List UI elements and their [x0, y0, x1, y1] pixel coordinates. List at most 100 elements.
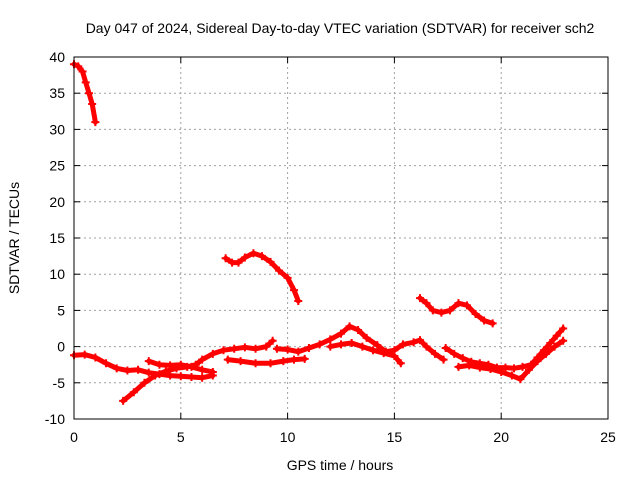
series-arc-5	[119, 336, 277, 405]
series-line	[417, 295, 496, 326]
chart-title: Day 047 of 2024, Sidereal Day-to-day VTE…	[86, 20, 595, 36]
series-line	[274, 323, 446, 363]
data-point-plus-marker	[337, 329, 345, 338]
y-tick-label: 40	[49, 49, 65, 65]
data-point-plus-marker	[129, 388, 138, 397]
y-tick-label: 25	[49, 158, 65, 174]
data-point-plus-marker	[262, 342, 271, 351]
data-point-plus-marker	[275, 266, 284, 275]
data-point-plus-marker	[84, 89, 93, 98]
data-point-plus-marker	[187, 373, 196, 382]
data-point-plus-marker	[198, 365, 207, 374]
x-tick-label: 25	[600, 429, 616, 445]
series-arc-7	[223, 354, 309, 368]
series-layer	[70, 60, 568, 405]
data-point-plus-marker	[266, 359, 275, 368]
data-point-plus-marker	[221, 254, 230, 263]
data-point-plus-marker	[304, 344, 313, 353]
data-point-plus-marker	[369, 346, 378, 355]
data-point-plus-marker	[187, 362, 196, 371]
series-line	[120, 338, 276, 404]
data-point-plus-marker	[437, 308, 446, 317]
y-axis-title: SDTVAR / TECUs	[6, 182, 22, 294]
data-point-plus-marker	[91, 118, 100, 127]
data-point-plus-marker	[240, 253, 249, 262]
data-point-plus-marker	[475, 363, 484, 372]
data-point-plus-marker	[347, 338, 356, 347]
data-point-plus-marker	[198, 355, 207, 364]
data-point-plus-marker	[326, 342, 335, 351]
grid-layer	[74, 57, 608, 419]
series-arc-6	[144, 357, 217, 376]
data-point-plus-marker	[176, 372, 185, 381]
data-point-plus-marker	[74, 62, 83, 71]
data-point-plus-marker	[176, 360, 185, 369]
data-point-plus-marker	[428, 306, 437, 315]
y-tick-label: 20	[49, 194, 65, 210]
data-point-plus-marker	[486, 365, 495, 374]
data-point-plus-marker	[326, 335, 335, 344]
data-point-plus-marker	[140, 378, 149, 387]
data-point-plus-marker	[208, 349, 217, 358]
series-arc-9	[326, 338, 405, 368]
data-point-plus-marker	[488, 319, 497, 328]
data-point-plus-marker	[78, 67, 87, 76]
data-point-plus-marker	[422, 299, 431, 308]
data-point-plus-marker	[290, 355, 299, 364]
data-point-plus-marker	[422, 342, 431, 351]
y-tick-label: 0	[57, 339, 65, 355]
data-point-plus-marker	[155, 360, 164, 369]
data-point-plus-marker	[454, 299, 463, 308]
data-point-plus-marker	[251, 344, 260, 353]
data-point-plus-marker	[458, 354, 467, 363]
data-point-plus-marker	[430, 349, 439, 358]
data-point-plus-marker	[166, 371, 175, 380]
data-point-plus-marker	[91, 353, 100, 362]
series-arc-10	[441, 324, 568, 373]
data-point-plus-marker	[501, 363, 510, 372]
data-point-plus-marker	[416, 294, 425, 303]
data-point-plus-marker	[119, 396, 128, 405]
data-point-plus-marker	[198, 373, 207, 382]
series-line	[443, 326, 566, 371]
data-point-plus-marker	[480, 316, 489, 325]
data-point-plus-marker	[559, 336, 568, 345]
data-point-plus-marker	[144, 357, 153, 366]
data-point-plus-marker	[315, 340, 324, 349]
data-point-plus-marker	[112, 364, 121, 373]
data-point-plus-marker	[81, 78, 90, 87]
data-point-plus-marker	[524, 365, 533, 374]
series-arc-2	[221, 249, 303, 305]
data-point-plus-marker	[272, 344, 281, 353]
data-point-plus-marker	[337, 340, 345, 349]
data-point-plus-marker	[266, 257, 275, 266]
data-point-plus-marker	[454, 362, 463, 371]
y-tick-label: 10	[49, 266, 65, 282]
data-point-plus-marker	[546, 338, 555, 347]
data-point-plus-marker	[123, 366, 132, 375]
series-arc-3	[416, 294, 497, 328]
data-point-plus-marker	[219, 346, 228, 355]
data-point-plus-marker	[354, 325, 363, 334]
data-point-plus-marker	[450, 349, 459, 358]
data-point-plus-marker	[396, 359, 405, 368]
data-point-plus-marker	[144, 368, 153, 377]
data-point-plus-marker	[533, 357, 542, 366]
x-tick-label: 5	[177, 429, 185, 445]
x-tick-label: 20	[493, 429, 509, 445]
data-point-plus-marker	[294, 296, 303, 305]
data-point-plus-marker	[416, 336, 425, 345]
data-point-plus-marker	[445, 306, 454, 315]
data-point-plus-marker	[390, 352, 399, 361]
data-point-plus-marker	[208, 367, 217, 376]
data-point-plus-marker	[507, 371, 516, 380]
y-tick-label: 5	[57, 302, 65, 318]
data-point-plus-marker	[510, 364, 519, 373]
data-point-plus-marker	[518, 362, 527, 371]
data-point-plus-marker	[80, 350, 89, 359]
series-arc-11	[454, 336, 568, 384]
data-point-plus-marker	[471, 310, 480, 319]
data-point-plus-marker	[166, 361, 175, 370]
data-point-plus-marker	[268, 336, 277, 345]
data-point-plus-marker	[362, 333, 371, 342]
